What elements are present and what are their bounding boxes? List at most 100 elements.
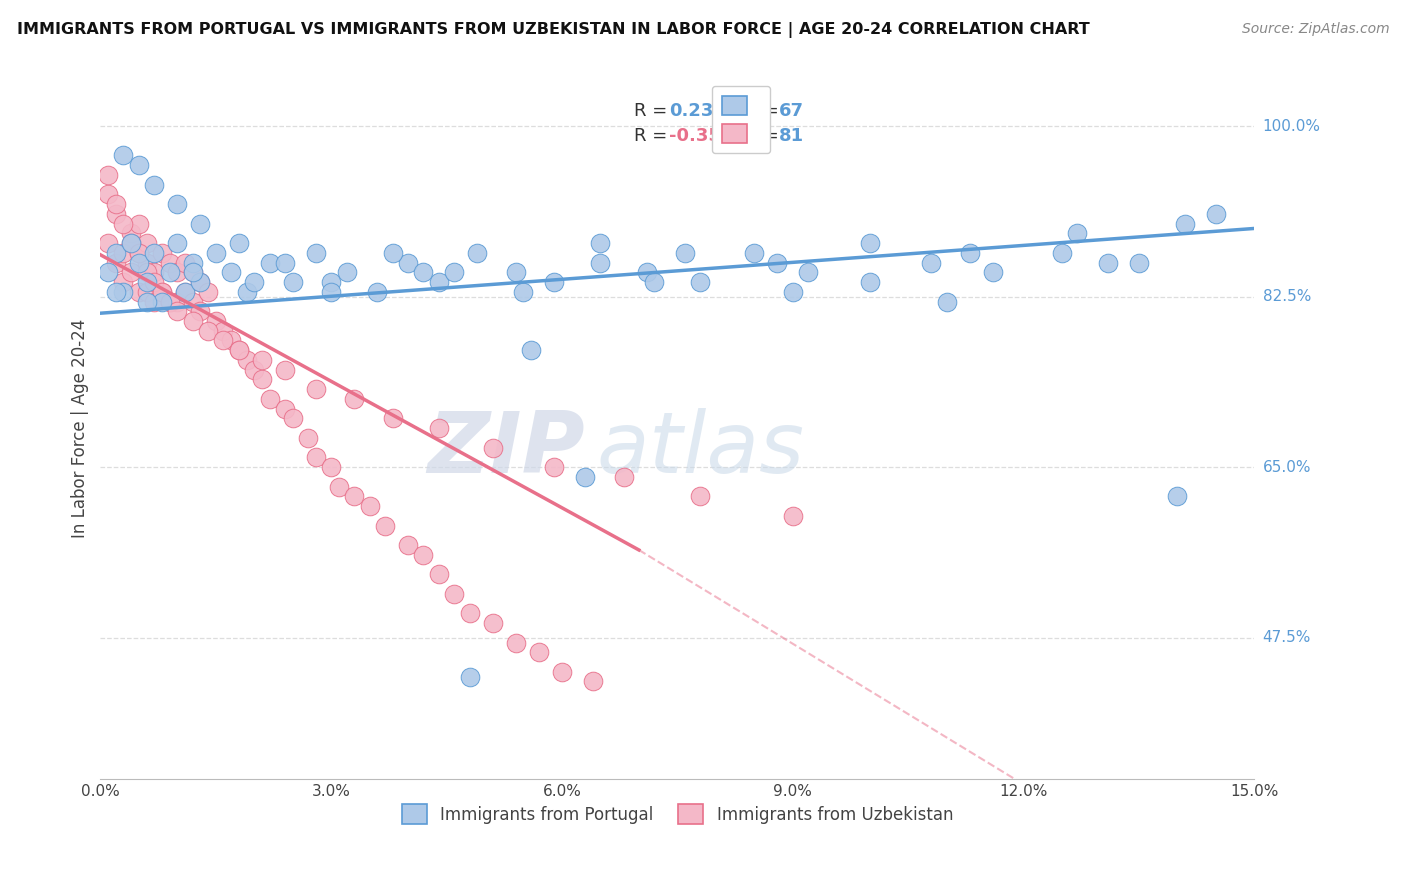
Point [481,615,503,630]
Point [128,158,150,172]
Point [343,392,366,406]
Point [589,255,612,269]
Point [512,285,534,299]
Point [159,255,181,269]
Point [274,362,297,376]
Point [396,255,419,269]
Point [143,265,166,279]
Point [612,470,634,484]
Text: 67: 67 [779,102,804,120]
Point [112,245,135,260]
Point [396,538,419,552]
Point [582,674,605,689]
Point [589,235,612,250]
Point [920,255,942,269]
Point [305,382,328,396]
Point [97,187,120,202]
Point [1097,255,1119,269]
Point [636,265,658,279]
Point [190,275,212,289]
Point [228,235,250,250]
Point [443,265,465,279]
Point [112,217,135,231]
Point [166,294,188,309]
Point [166,235,188,250]
Legend: Immigrants from Portugal, Immigrants from Uzbekistan: Immigrants from Portugal, Immigrants fro… [392,795,963,834]
Point [412,548,434,562]
Point [112,275,135,289]
Point [427,275,450,289]
Point [465,245,488,260]
Point [104,207,127,221]
Point [1166,489,1188,503]
Point [235,353,257,368]
Point [159,294,181,309]
Point [159,265,181,279]
Point [381,245,404,260]
Point [458,670,481,684]
Point [128,245,150,260]
Point [128,285,150,299]
Point [250,372,273,386]
Text: 82.5%: 82.5% [1263,289,1310,304]
Point [1174,217,1197,231]
Point [243,275,266,289]
Point [766,255,789,269]
Point [104,245,127,260]
Point [782,285,804,299]
Text: 100.0%: 100.0% [1263,119,1320,134]
Point [574,470,596,484]
Point [381,411,404,425]
Point [305,245,328,260]
Point [543,275,565,289]
Point [143,178,166,192]
Point [250,353,273,368]
Point [959,245,981,260]
Point [443,587,465,601]
Point [219,334,242,348]
Text: R =: R = [634,127,672,145]
Point [120,227,142,241]
Point [143,294,166,309]
Point [427,567,450,582]
Point [159,294,181,309]
Point [797,265,820,279]
Text: 0.236: 0.236 [669,102,725,120]
Point [274,401,297,416]
Point [343,489,366,503]
Point [135,294,157,309]
Text: N =: N = [733,127,785,145]
Point [212,334,235,348]
Point [128,217,150,231]
Point [219,265,242,279]
Point [328,480,350,494]
Point [166,304,188,318]
Point [551,665,574,679]
Point [204,314,226,328]
Text: R =: R = [634,102,672,120]
Point [520,343,543,358]
Point [228,343,250,358]
Point [197,285,219,299]
Point [935,294,957,309]
Text: Source: ZipAtlas.com: Source: ZipAtlas.com [1241,22,1389,37]
Point [112,148,135,162]
Point [143,245,166,260]
Text: 65.0%: 65.0% [1263,459,1312,475]
Point [174,285,197,299]
Point [212,324,235,338]
Point [259,255,281,269]
Text: ZIP: ZIP [427,408,585,491]
Point [321,285,343,299]
Point [235,285,257,299]
Point [366,285,388,299]
Point [181,265,204,279]
Point [181,255,204,269]
Point [1205,207,1227,221]
Point [104,255,127,269]
Point [1050,245,1073,260]
Point [543,460,565,475]
Text: IMMIGRANTS FROM PORTUGAL VS IMMIGRANTS FROM UZBEKISTAN IN LABOR FORCE | AGE 20-2: IMMIGRANTS FROM PORTUGAL VS IMMIGRANTS F… [17,22,1090,38]
Point [859,275,882,289]
Text: 81: 81 [779,127,804,145]
